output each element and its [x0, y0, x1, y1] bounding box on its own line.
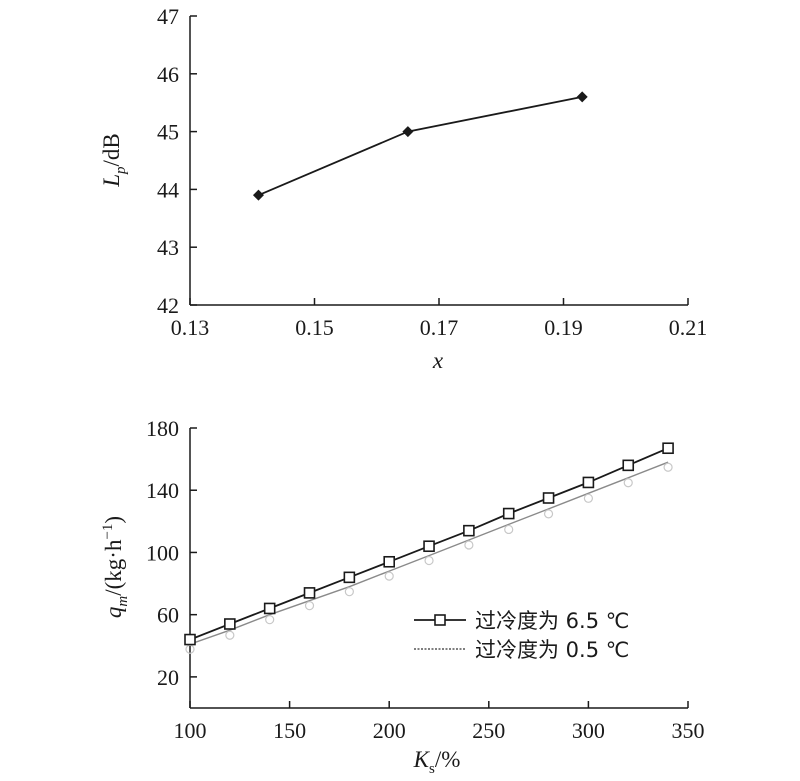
bottom-series-2-point: [464, 540, 474, 550]
top-y-ticks: 42 43 44 45 46 47: [157, 4, 197, 318]
bottom-series-1-point: [582, 476, 595, 489]
top-y-tick-label: 47: [157, 4, 179, 29]
legend-marker-series-1: [434, 614, 446, 626]
bottom-x-tick-label: 300: [572, 718, 605, 743]
bottom-series: [184, 442, 674, 654]
bottom-series-1-point: [423, 540, 435, 553]
top-chart: 42 43 44 45 46 47 0.13 0.15 0.17 0.19 0.21 x Lp/d…: [99, 4, 707, 373]
bottom-series-1-point: [502, 507, 515, 520]
bottom-series-1-point: [662, 442, 674, 455]
bottom-series-1-point: [383, 555, 396, 568]
bottom-x-tick-label: 350: [672, 718, 705, 743]
bottom-series-1-point: [542, 492, 555, 504]
legend-label-series-1: 过冷度为 6.5 ℃: [475, 609, 629, 633]
bottom-y-tick-label: 20: [157, 665, 179, 690]
bottom-y-tick-label: 180: [146, 416, 179, 441]
bottom-y-ticks: 20 60 100 140 180: [146, 416, 197, 690]
top-series-1-point: [576, 91, 588, 103]
top-x-tick-label: 0.19: [544, 315, 583, 340]
bottom-series-2-point: [504, 524, 514, 535]
bottom-series-1-point: [184, 633, 196, 646]
top-y-axis-title: Lp/dB: [99, 133, 129, 188]
bottom-y-tick-label: 100: [146, 540, 179, 565]
bottom-series-1-point: [303, 587, 316, 599]
bottom-series-2-line: [189, 461, 669, 645]
top-x-ticks: 0.13 0.15 0.17 0.19 0.21: [171, 298, 708, 340]
top-series-1-point: [402, 126, 414, 138]
bottom-series-1-point: [343, 571, 356, 584]
bottom-series-2-point: [663, 462, 673, 472]
top-x-tick-label: 0.17: [420, 315, 459, 340]
top-y-tick-label: 42: [157, 293, 179, 318]
legend-item-series-1: 过冷度为 6.5 ℃: [414, 609, 629, 633]
legend-item-series-2: 过冷度为 0.5 ℃: [414, 638, 629, 662]
top-x-tick-label: 0.21: [669, 315, 708, 340]
bottom-series-2-point: [543, 509, 554, 519]
legend-label-series-2: 过冷度为 0.5 ℃: [475, 638, 629, 662]
bottom-x-tick-label: 100: [174, 718, 207, 743]
bottom-series-1-point: [263, 602, 276, 615]
bottom-y-tick-label: 140: [146, 478, 179, 503]
legend: 过冷度为 6.5 ℃ 过冷度为 0.5 ℃: [414, 609, 629, 662]
bottom-chart: 20 60 100 140 180 100 150 200 250 300 350 过冷度为 6.…: [100, 416, 705, 777]
top-y-tick-label: 43: [157, 235, 179, 260]
top-y-tick-label: 46: [157, 62, 179, 87]
bottom-series-2-point: [623, 478, 633, 488]
bottom-series-2-point: [424, 555, 434, 566]
bottom-y-axis-title: qm/(kg·h−1): [100, 516, 131, 618]
bottom-x-tick-label: 200: [373, 718, 406, 743]
bottom-series-1-point: [463, 524, 475, 537]
bottom-x-ticks: 100 150 200 250 300 350: [174, 701, 705, 743]
bottom-y-tick-label: 60: [157, 603, 179, 628]
bottom-x-tick-label: 250: [472, 718, 505, 743]
bottom-series-2-point: [583, 493, 594, 503]
bottom-series-2-point: [344, 587, 354, 597]
top-y-tick-label: 45: [157, 120, 179, 145]
bottom-series-2-point: [304, 601, 315, 611]
bottom-series-1-point: [224, 618, 236, 630]
bottom-series-2-point: [225, 630, 235, 640]
top-series-1-point: [252, 189, 264, 201]
top-x-axis-title: x: [432, 348, 444, 373]
top-x-tick-label: 0.13: [171, 315, 210, 340]
bottom-series-2-point: [265, 615, 275, 625]
top-y-tick-label: 44: [157, 177, 179, 202]
bottom-x-axis-title: Ks/%: [413, 747, 461, 777]
top-series-1-line: [258, 96, 583, 197]
top-x-tick-label: 0.15: [295, 315, 334, 340]
bottom-series-2-point: [384, 571, 394, 581]
bottom-x-tick-label: 150: [273, 718, 306, 743]
bottom-series-1-point: [622, 459, 635, 472]
top-series: [252, 91, 588, 201]
